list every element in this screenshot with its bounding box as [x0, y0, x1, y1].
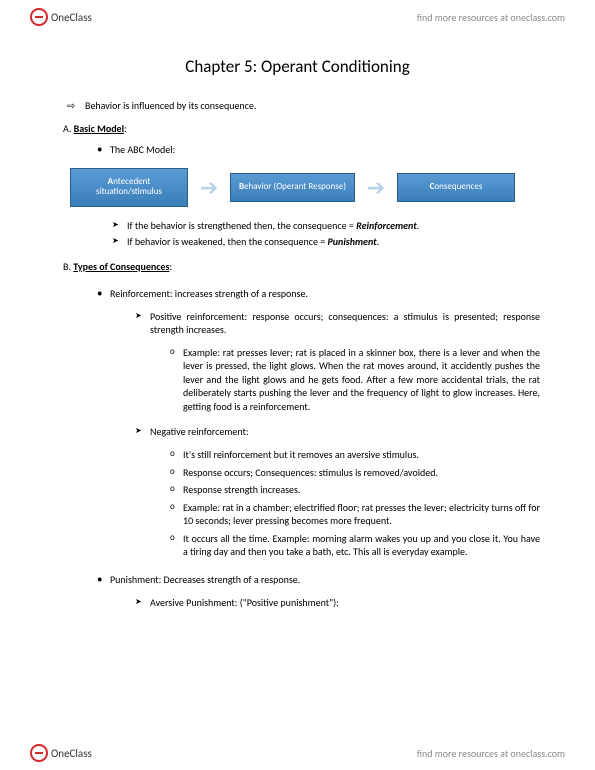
footer-tagline: find more resources at oneclass.com [417, 747, 565, 760]
diagram-box-antecedent: Antecedent situation/stimulus [70, 168, 188, 207]
section-a-heading: Basic Model [74, 122, 124, 135]
reinforcement-main: Reinforcement: increases strength of a r… [110, 287, 540, 300]
logo-icon [30, 8, 48, 26]
diagram-box-consequences: Consequences [397, 173, 515, 201]
page-footer: OneClass find more resources at oneclass… [0, 736, 595, 770]
neg-point-3: Example: rat in a chamber; electrified f… [183, 501, 540, 528]
section-b-letter: B. [63, 260, 71, 273]
positive-example: Example: rat presses lever; rat is place… [183, 346, 540, 414]
positive-reinforcement: Positive reinforcement: response occurs;… [150, 310, 540, 336]
page-title: Chapter 5: Operant Conditioning [55, 56, 540, 77]
implication-punishment: If behavior is weakened, then the conseq… [127, 235, 540, 248]
arrow-icon: ➔ [361, 175, 391, 199]
logo-icon [30, 744, 48, 762]
arrow-icon: ➔ [194, 175, 224, 199]
section-a-label: A. Basic Model: [63, 122, 540, 135]
neg-point-4: It occurs all the time. Example: morning… [183, 532, 540, 559]
abc-diagram: Antecedent situation/stimulus ➔ Behavior… [70, 168, 540, 207]
brand-name-footer: OneClass [51, 747, 92, 760]
neg-point-0: It's still reinforcement but it removes … [183, 448, 540, 462]
diagram-box-behavior: Behavior (Operant Response) [230, 173, 355, 201]
brand-logo-footer: OneClass [30, 744, 92, 762]
implication-reinforcement: If the behavior is strengthened then, th… [127, 219, 540, 232]
abc-model-label: The ABC Model: [110, 143, 540, 156]
brand-logo: OneClass [30, 8, 92, 26]
intro-text: Behavior is influenced by its consequenc… [85, 99, 540, 112]
neg-point-1: Response occurs; Consequences: stimulus … [183, 466, 540, 480]
aversive-punishment: Aversive Punishment: ("Positive punishme… [150, 596, 540, 609]
section-a-letter: A. [63, 122, 71, 135]
page-header: OneClass find more resources at oneclass… [0, 0, 595, 34]
document-body: Chapter 5: Operant Conditioning Behavior… [55, 38, 540, 732]
negative-reinforcement: Negative reinforcement: [150, 425, 540, 438]
section-b-heading: Types of Consequences [73, 260, 169, 273]
header-tagline: find more resources at oneclass.com [417, 11, 565, 24]
punishment-main: Punishment: Decreases strength of a resp… [110, 573, 540, 586]
section-b-label: B. Types of Consequences: [63, 260, 540, 273]
brand-name: OneClass [51, 11, 92, 24]
neg-point-2: Response strength increases. [183, 483, 540, 497]
